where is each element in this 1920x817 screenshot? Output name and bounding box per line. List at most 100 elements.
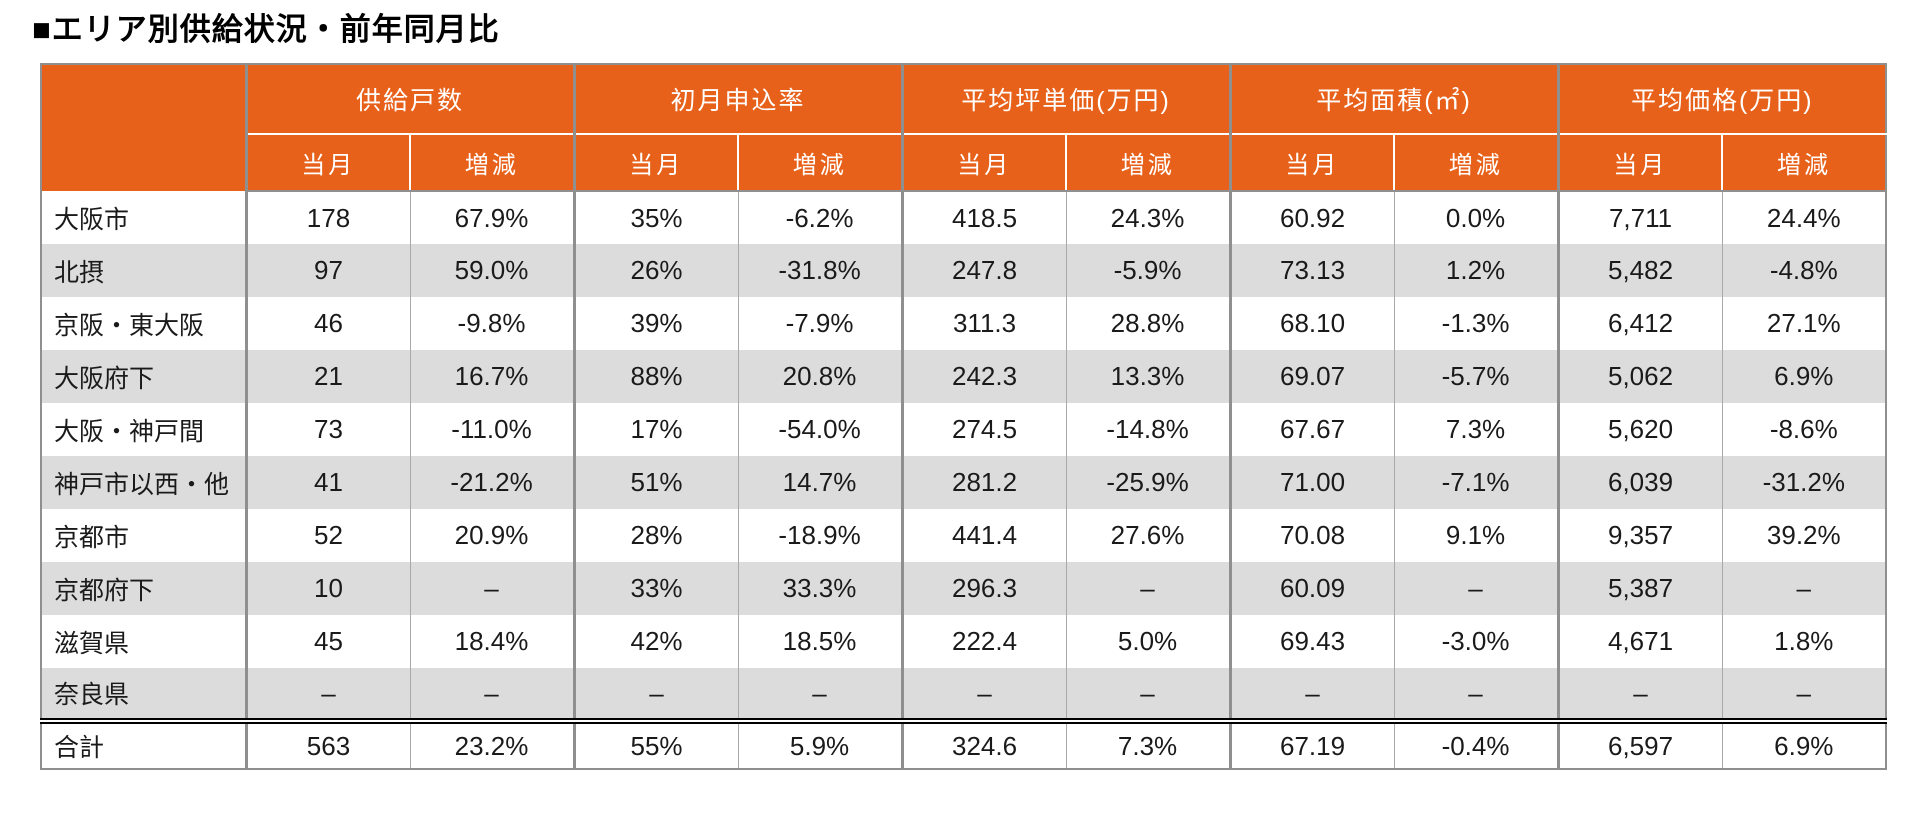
value-cell: 18.5%: [737, 615, 903, 668]
value-cell: -31.8%: [737, 244, 903, 297]
value-cell: 5,620: [1556, 403, 1723, 456]
value-cell: 51%: [572, 456, 739, 509]
total-value-cell: 6,597: [1556, 718, 1723, 769]
value-cell: -18.9%: [737, 509, 903, 562]
value-cell: –: [1228, 668, 1395, 721]
value-cell: -54.0%: [737, 403, 903, 456]
table-row: 北摂 97 59.0% 26% -31.8% 247.8 -5.9% 73.13 1.2% 5,4…: [41, 244, 1887, 297]
value-cell: 311.3: [900, 297, 1067, 350]
value-cell: –: [1065, 562, 1231, 615]
table-row: 神戸市以西・他 41 -21.2% 51% 14.7% 281.2 -25.9% 71.00-…: [41, 456, 1887, 509]
value-cell: 281.2: [900, 456, 1067, 509]
total-value-cell: -0.4%: [1393, 718, 1559, 769]
corner-header: [41, 64, 246, 191]
value-cell: 18.4%: [409, 615, 575, 668]
value-cell: -6.2%: [737, 191, 903, 244]
area-cell: 奈良県: [41, 668, 246, 721]
value-cell: 7.3%: [1393, 403, 1559, 456]
total-row: 合計 563 23.2% 55% 5.9% 324.6 7.3% 67.19 -0.4% 6,59…: [41, 718, 1887, 769]
value-cell: 59.0%: [409, 244, 575, 297]
value-cell: -7.1%: [1393, 456, 1559, 509]
total-value-cell: 563: [244, 718, 410, 769]
area-cell: 京都市: [41, 509, 246, 562]
value-cell: –: [409, 668, 575, 721]
subheader-current-4: 当月: [1556, 134, 1723, 192]
value-cell: -14.8%: [1065, 403, 1231, 456]
value-cell: 418.5: [900, 191, 1067, 244]
value-cell: 24.3%: [1065, 191, 1231, 244]
group-header-3: 平均面積(㎡): [1228, 64, 1559, 135]
value-cell: 5,387: [1556, 562, 1723, 615]
value-cell: 69.07: [1228, 350, 1395, 403]
value-cell: 73: [244, 403, 410, 456]
value-cell: 69.43: [1228, 615, 1395, 668]
value-cell: 5.0%: [1065, 615, 1231, 668]
value-cell: 21: [244, 350, 410, 403]
value-cell: 88%: [572, 350, 739, 403]
value-cell: -5.7%: [1393, 350, 1559, 403]
value-cell: 14.7%: [737, 456, 903, 509]
area-cell: 神戸市以西・他: [41, 456, 246, 509]
area-cell: 大阪市: [41, 191, 246, 244]
value-cell: 9,357: [1556, 509, 1723, 562]
value-cell: 67.67: [1228, 403, 1395, 456]
area-cell: 大阪府下: [41, 350, 246, 403]
subheader-change-2: 増減: [1065, 134, 1231, 192]
total-value-cell: 67.19: [1228, 718, 1395, 769]
table-row: 京都市 52 20.9% 28% -18.9% 441.4 27.6% 70.08 9.1% 9,…: [41, 509, 1887, 562]
value-cell: –: [737, 668, 903, 721]
value-cell: 1.8%: [1721, 615, 1887, 668]
value-cell: -9.8%: [409, 297, 575, 350]
value-cell: 178: [244, 191, 410, 244]
total-value-cell: 324.6: [900, 718, 1067, 769]
value-cell: 0.0%: [1393, 191, 1559, 244]
subheader-current-1: 当月: [572, 134, 739, 192]
value-cell: 296.3: [900, 562, 1067, 615]
value-cell: 20.9%: [409, 509, 575, 562]
value-cell: 27.1%: [1721, 297, 1887, 350]
table-row: 京阪・東大阪 46 -9.8% 39% -7.9% 311.3 28.8% 68.10 -1.3…: [41, 297, 1887, 350]
value-cell: -1.3%: [1393, 297, 1559, 350]
value-cell: 26%: [572, 244, 739, 297]
value-cell: 33.3%: [737, 562, 903, 615]
value-cell: 17%: [572, 403, 739, 456]
group-header-2: 平均坪単価(万円): [900, 64, 1231, 135]
table-row: 大阪府下 21 16.7% 88% 20.8% 242.3 13.3% 69.07 -5.7% 5…: [41, 350, 1887, 403]
subheader-change-3: 増減: [1393, 134, 1559, 192]
total-value-cell: 6.9%: [1721, 718, 1887, 769]
value-cell: 6,039: [1556, 456, 1723, 509]
total-value-cell: 7.3%: [1065, 718, 1231, 769]
value-cell: -4.8%: [1721, 244, 1887, 297]
value-cell: 46: [244, 297, 410, 350]
value-cell: 45: [244, 615, 410, 668]
subheader-change-4: 増減: [1721, 134, 1887, 192]
value-cell: –: [572, 668, 739, 721]
value-cell: -7.9%: [737, 297, 903, 350]
value-cell: -21.2%: [409, 456, 575, 509]
area-cell: 滋賀県: [41, 615, 246, 668]
value-cell: –: [1393, 562, 1559, 615]
value-cell: 52: [244, 509, 410, 562]
value-cell: 247.8: [900, 244, 1067, 297]
value-cell: 13.3%: [1065, 350, 1231, 403]
value-cell: 24.4%: [1721, 191, 1887, 244]
value-cell: 6.9%: [1721, 350, 1887, 403]
table-row: 大阪・神戸間 73 -11.0% 17% -54.0% 274.5 -14.8% 67.67 7…: [41, 403, 1887, 456]
value-cell: 6,412: [1556, 297, 1723, 350]
area-cell: 北摂: [41, 244, 246, 297]
page-title: ■エリア別供給状況・前年同月比: [32, 12, 500, 47]
value-cell: -25.9%: [1065, 456, 1231, 509]
subheader-current-3: 当月: [1228, 134, 1395, 192]
value-cell: 1.2%: [1393, 244, 1559, 297]
total-value-cell: 23.2%: [409, 718, 575, 769]
value-cell: 27.6%: [1065, 509, 1231, 562]
area-cell: 大阪・神戸間: [41, 403, 246, 456]
value-cell: 441.4: [900, 509, 1067, 562]
value-cell: -11.0%: [409, 403, 575, 456]
value-cell: –: [1721, 668, 1887, 721]
value-cell: 28.8%: [1065, 297, 1231, 350]
table-row: 大阪市 178 67.9% 35% -6.2% 418.5 24.3% 60.92 0.0% 7,…: [41, 191, 1887, 244]
value-cell: 60.92: [1228, 191, 1395, 244]
value-cell: 4,671: [1556, 615, 1723, 668]
table-header: 供給戸数 初月申込率 平均坪単価(万円) 平均面積(㎡) 平均価格(万円) 当月 増減 当月増…: [41, 64, 1887, 192]
